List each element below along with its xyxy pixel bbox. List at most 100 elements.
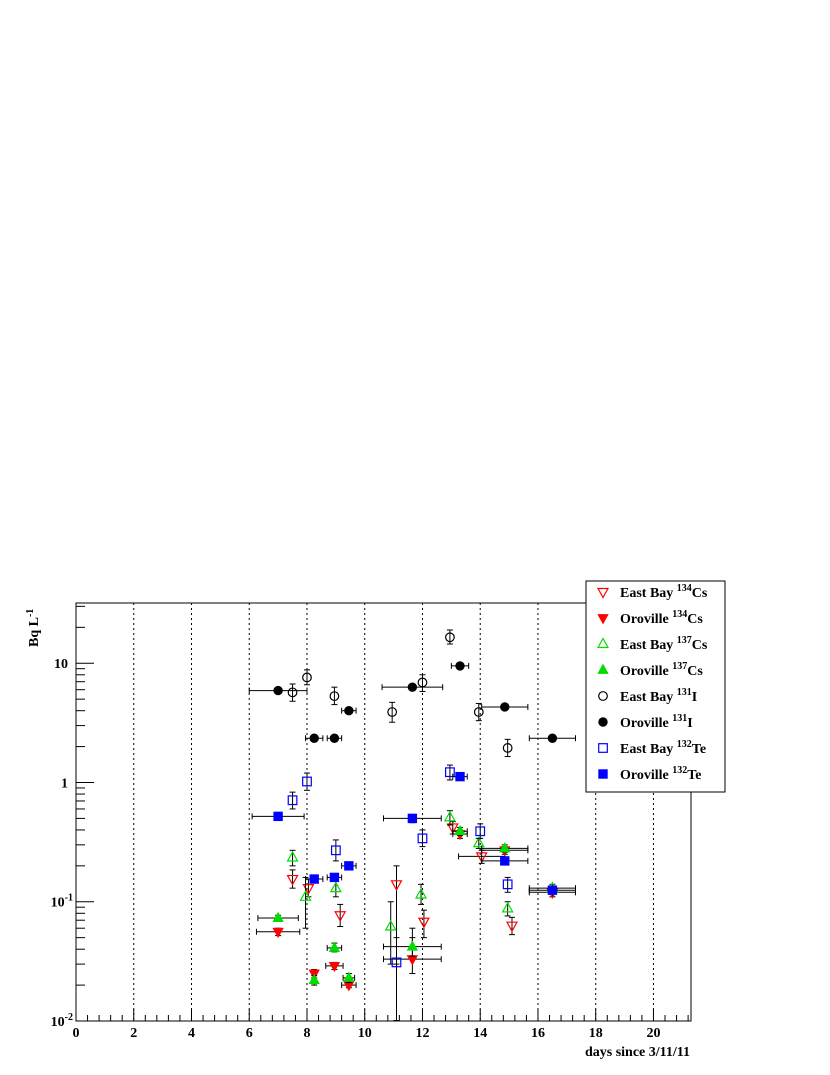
- data-marker: [500, 702, 510, 712]
- data-point: [452, 771, 468, 782]
- x-tick-label: 4: [188, 1026, 195, 1041]
- data-point: [248, 685, 308, 696]
- data-point: [341, 861, 357, 871]
- legend-label-name: East Bay: [620, 638, 677, 653]
- legend-marker: [598, 691, 608, 701]
- data-marker: [299, 890, 312, 901]
- data-marker: [286, 850, 299, 862]
- legend-marker: [598, 717, 608, 727]
- data-marker: [329, 691, 340, 702]
- legend-label: Oroville 137Cs: [620, 661, 703, 679]
- x-tick-label: 6: [246, 1026, 253, 1041]
- data-marker: [272, 911, 284, 922]
- series-oroville-132te: [251, 771, 577, 895]
- legend-marker: [596, 637, 610, 649]
- data-marker: [302, 776, 312, 787]
- x-tick-label: 12: [415, 1026, 429, 1041]
- data-marker: [417, 833, 428, 844]
- data-point: [305, 733, 324, 743]
- data-marker: [500, 856, 510, 866]
- series-east-bay-131i: [287, 629, 513, 758]
- y-tick-label-base: 10: [54, 657, 68, 672]
- data-series: [248, 629, 577, 1021]
- data-marker: [443, 810, 456, 822]
- data-point: [450, 661, 470, 671]
- data-marker: [272, 927, 284, 939]
- legend-label-element: Cs: [692, 586, 708, 601]
- data-point: [305, 874, 324, 884]
- data-point: [287, 791, 298, 810]
- data-marker: [329, 881, 342, 893]
- legend-label-element: Te: [687, 768, 701, 783]
- y-tick-label: 10-2: [51, 1012, 73, 1030]
- data-point: [383, 937, 442, 957]
- y-tick-label-superscript: -1: [65, 893, 73, 904]
- legend-box: [585, 580, 726, 793]
- data-marker: [273, 685, 283, 696]
- data-marker: [390, 880, 403, 892]
- data-marker: [287, 687, 298, 698]
- series-oroville-131i: [248, 661, 577, 743]
- data-marker: [407, 682, 418, 692]
- data-marker: [445, 632, 455, 643]
- legend-label-isotope: 134: [672, 609, 687, 620]
- legend-label: East Bay 137Cs: [620, 635, 708, 653]
- legend-label-element: Cs: [687, 612, 703, 627]
- legend-marker: [598, 769, 608, 779]
- data-point: [251, 811, 305, 822]
- data-point: [286, 849, 299, 867]
- data-point: [475, 823, 486, 839]
- data-marker: [334, 911, 347, 923]
- data-marker: [472, 836, 485, 848]
- x-tick-label: 0: [73, 1026, 80, 1041]
- data-point: [286, 869, 299, 889]
- plot-frame: [75, 602, 692, 1022]
- data-point: [302, 669, 312, 686]
- y-tick-label-superscript: -2: [65, 1012, 73, 1023]
- data-marker: [505, 921, 519, 933]
- data-point: [445, 764, 455, 781]
- y-tick-label-base: 1: [61, 776, 68, 791]
- data-point: [481, 702, 529, 712]
- data-marker: [287, 795, 298, 806]
- x-tick-label: 16: [531, 1026, 545, 1041]
- legend-label: East Bay 131I: [620, 687, 697, 705]
- legend-label: East Bay 132Te: [620, 739, 706, 757]
- data-point: [417, 909, 430, 939]
- data-marker: [417, 917, 430, 929]
- data-marker: [286, 874, 299, 886]
- data-point: [326, 941, 343, 953]
- data-point: [391, 937, 402, 1021]
- data-marker: [302, 672, 312, 683]
- legend-label-element: I: [692, 690, 697, 705]
- data-point: [383, 813, 442, 824]
- data-marker: [387, 707, 398, 717]
- legend-marker: [597, 614, 609, 625]
- data-marker: [475, 826, 486, 837]
- legend-label-isotope: 134: [677, 583, 692, 594]
- legend-label-isotope: 137: [677, 635, 692, 646]
- series-east-bay-132te: [287, 764, 513, 1021]
- data-point: [528, 733, 577, 743]
- data-point: [445, 629, 455, 645]
- legend-label-name: East Bay: [620, 690, 677, 705]
- legend-label-name: East Bay: [620, 742, 677, 757]
- data-marker: [273, 811, 283, 822]
- y-axis-title-text: Bq L: [27, 617, 42, 647]
- legend-label: Oroville 132Te: [620, 765, 702, 783]
- data-point: [528, 885, 577, 895]
- data-point: [287, 683, 298, 702]
- data-point: [502, 876, 513, 893]
- data-marker: [343, 971, 355, 982]
- data-marker: [329, 733, 340, 743]
- data-point: [501, 901, 514, 917]
- y-tick-label: 10-1: [51, 893, 73, 911]
- legend-label-isotope: 132: [677, 739, 692, 750]
- data-marker: [454, 824, 466, 836]
- data-marker: [445, 767, 455, 778]
- data-marker: [391, 957, 402, 968]
- data-marker: [329, 872, 340, 883]
